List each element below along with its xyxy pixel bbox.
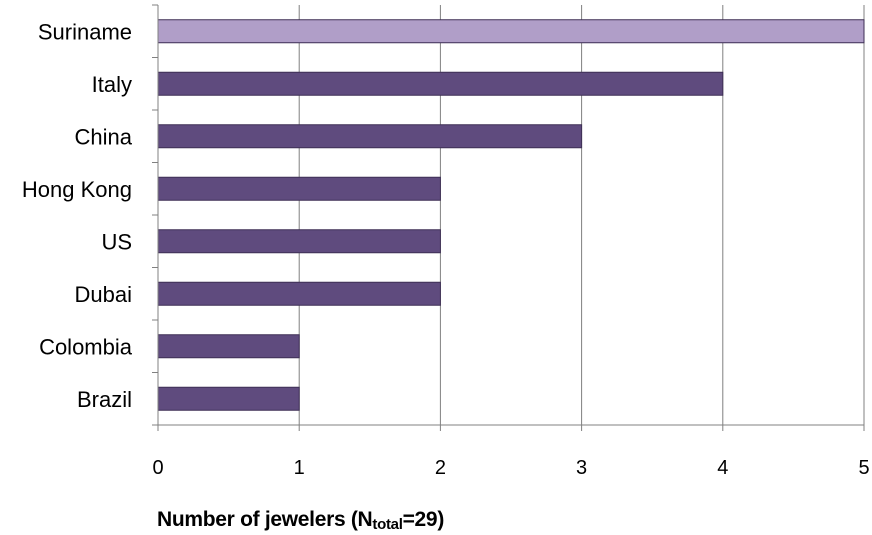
category-label: US xyxy=(101,229,132,254)
bar-china xyxy=(157,124,583,149)
x-axis-title-suffix: =29) xyxy=(402,508,445,531)
x-axis-title-subscript: total xyxy=(372,516,403,533)
bar-colombia xyxy=(157,334,300,359)
x-axis-title-prefix: Number of jewelers (N xyxy=(157,508,373,531)
bars xyxy=(157,19,865,411)
bar-us xyxy=(157,229,441,254)
category-label: Colombia xyxy=(39,334,133,359)
category-label: Brazil xyxy=(77,387,132,412)
bar-dubai xyxy=(157,281,441,306)
category-label: Italy xyxy=(92,72,132,97)
category-label: Dubai xyxy=(75,282,132,307)
labels: 0 1 2 3 4 5 Suriname Italy China Hong Kong US Dubai… xyxy=(22,19,870,479)
bar-suriname xyxy=(157,19,865,44)
x-tick-label: 2 xyxy=(435,457,446,479)
x-tick-label: 0 xyxy=(152,457,163,479)
x-axis-title: Number of jewelers (Ntotal=29) xyxy=(157,508,445,533)
category-label: China xyxy=(75,124,133,149)
category-label: Hong Kong xyxy=(22,177,132,202)
x-tick-label: 4 xyxy=(717,457,728,479)
gridlines xyxy=(298,5,865,425)
x-tick-label: 1 xyxy=(294,457,305,479)
category-label: Suriname xyxy=(38,19,132,44)
bar-brazil xyxy=(157,386,300,411)
axes xyxy=(152,4,865,431)
bar-italy xyxy=(157,71,724,96)
bar-hong-kong xyxy=(157,176,441,201)
x-tick-label: 3 xyxy=(576,457,587,479)
x-tick-label: 5 xyxy=(858,457,869,479)
